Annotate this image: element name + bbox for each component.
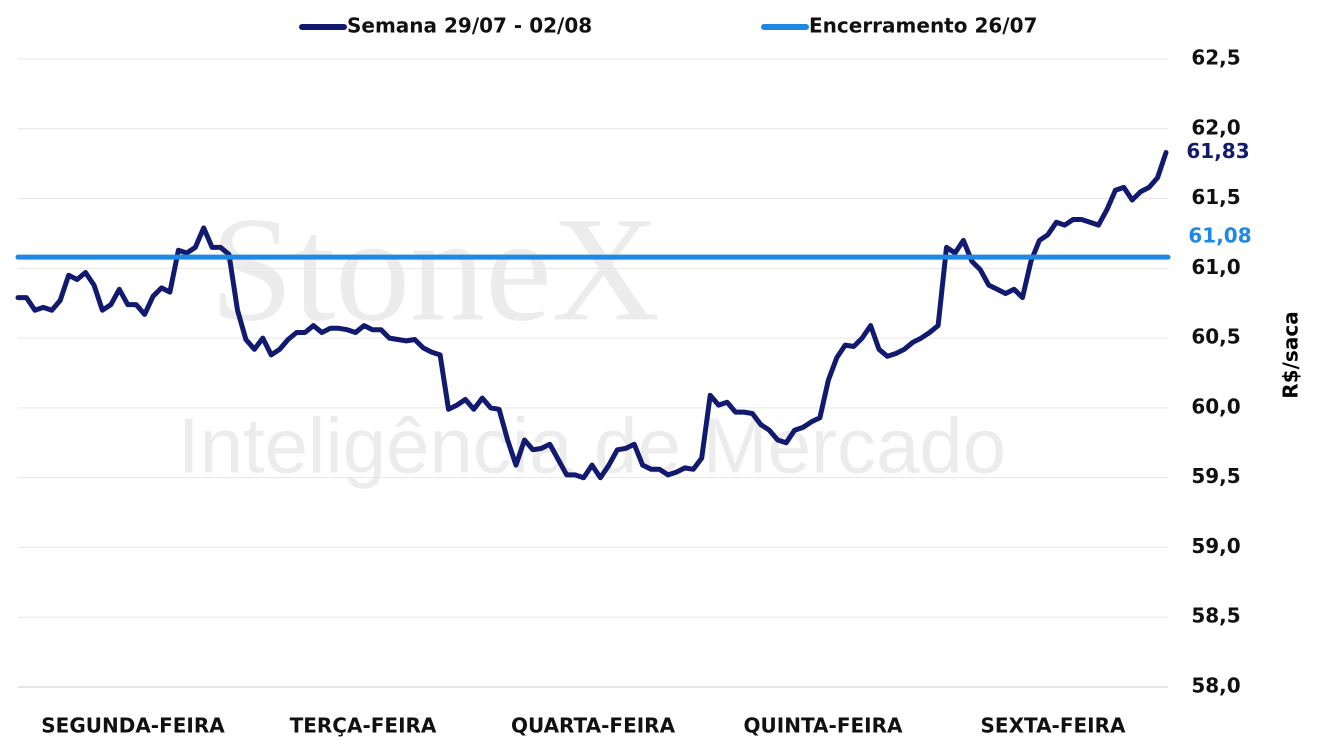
series-line (15, 150, 1169, 481)
x-tick-label: TERÇA-FEIRA (290, 714, 437, 738)
end-value-label: 61,83 (1186, 139, 1249, 163)
x-tick-label: SEGUNDA-FEIRA (41, 714, 225, 738)
y-tick-label: 59,0 (1191, 534, 1240, 558)
y-axis-label: R$/saca (1279, 311, 1303, 398)
y-tick-label: 60,5 (1191, 325, 1240, 349)
x-tick-label: QUINTA-FEIRA (744, 714, 903, 738)
y-tick-label: 61,0 (1191, 255, 1240, 279)
y-tick-label: 60,0 (1191, 394, 1240, 418)
watermark-brand: StoneX (210, 186, 660, 352)
x-tick-label: QUARTA-FEIRA (511, 714, 676, 738)
y-tick-label: 62,0 (1191, 115, 1240, 139)
y-tick-label: 61,5 (1191, 185, 1240, 209)
y-tick-label: 59,5 (1191, 464, 1240, 488)
watermark-subtitle: Inteligência de Mercado (178, 402, 1006, 490)
legend-label: Semana 29/07 - 02/08 (347, 14, 592, 38)
y-tick-label: 62,5 (1191, 46, 1240, 70)
y-tick-label: 58,5 (1191, 604, 1240, 628)
y-tick-label: 58,0 (1191, 674, 1240, 698)
reference-value-label: 61,08 (1188, 224, 1251, 248)
legend-label: Encerramento 26/07 (809, 14, 1037, 38)
x-tick-label: SEXTA-FEIRA (981, 714, 1127, 738)
